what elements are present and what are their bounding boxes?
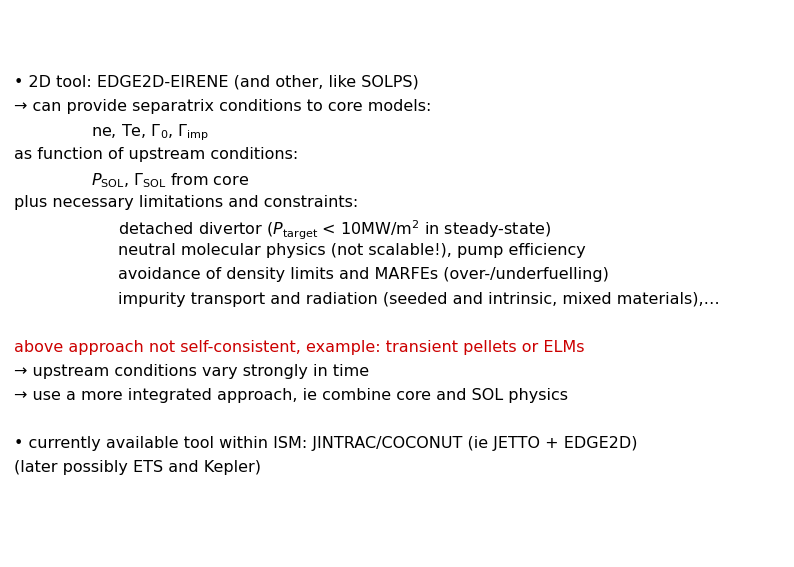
Text: (later possibly ETS and Kepler): (later possibly ETS and Kepler) — [14, 460, 261, 475]
Text: S.Wiesen  12 (36): S.Wiesen 12 (36) — [12, 540, 158, 555]
Text: impurity transport and radiation (seeded and intrinsic, mixed materials),…: impurity transport and radiation (seeded… — [118, 291, 719, 307]
Text: neutral molecular physics (not scalable!), pump efficiency: neutral molecular physics (not scalable!… — [118, 243, 585, 259]
Text: as function of upstream conditions:: as function of upstream conditions: — [14, 147, 299, 162]
Text: Integrated ITER baseline scenario density evolution modelling: Integrated ITER baseline scenario densit… — [10, 18, 794, 40]
Text: avoidance of density limits and MARFEs (over-/underfuelling): avoidance of density limits and MARFEs (… — [118, 268, 608, 282]
Text: → upstream conditions vary strongly in time: → upstream conditions vary strongly in t… — [14, 364, 369, 379]
Text: 01 Dec. 2010: 01 Dec. 2010 — [674, 540, 782, 555]
Text: ITM-ISM Meeting JET: ITM-ISM Meeting JET — [312, 540, 482, 555]
Text: ne, Te, $\Gamma_0$, $\Gamma_{\rm imp}$: ne, Te, $\Gamma_0$, $\Gamma_{\rm imp}$ — [91, 122, 210, 143]
Text: • 2D tool: EDGE2D-EIRENE (and other, like SOLPS): • 2D tool: EDGE2D-EIRENE (and other, lik… — [14, 74, 419, 90]
Text: → use a more integrated approach, ie combine core and SOL physics: → use a more integrated approach, ie com… — [14, 388, 569, 403]
Text: above approach not self-consistent, example: transient pellets or ELMs: above approach not self-consistent, exam… — [14, 340, 585, 355]
Text: $P_{\rm SOL}$, $\Gamma_{\rm SOL}$ from core: $P_{\rm SOL}$, $\Gamma_{\rm SOL}$ from c… — [91, 171, 249, 189]
Text: • currently available tool within ISM: JINTRAC/COCONUT (ie JETTO + EDGE2D): • currently available tool within ISM: J… — [14, 436, 638, 451]
Text: → can provide separatrix conditions to core models:: → can provide separatrix conditions to c… — [14, 99, 432, 113]
Text: plus necessary limitations and constraints:: plus necessary limitations and constrain… — [14, 195, 359, 210]
Text: detached divertor ($P_{\rm target}$ < 10MW/m$^2$ in steady-state): detached divertor ($P_{\rm target}$ < 10… — [118, 219, 550, 243]
